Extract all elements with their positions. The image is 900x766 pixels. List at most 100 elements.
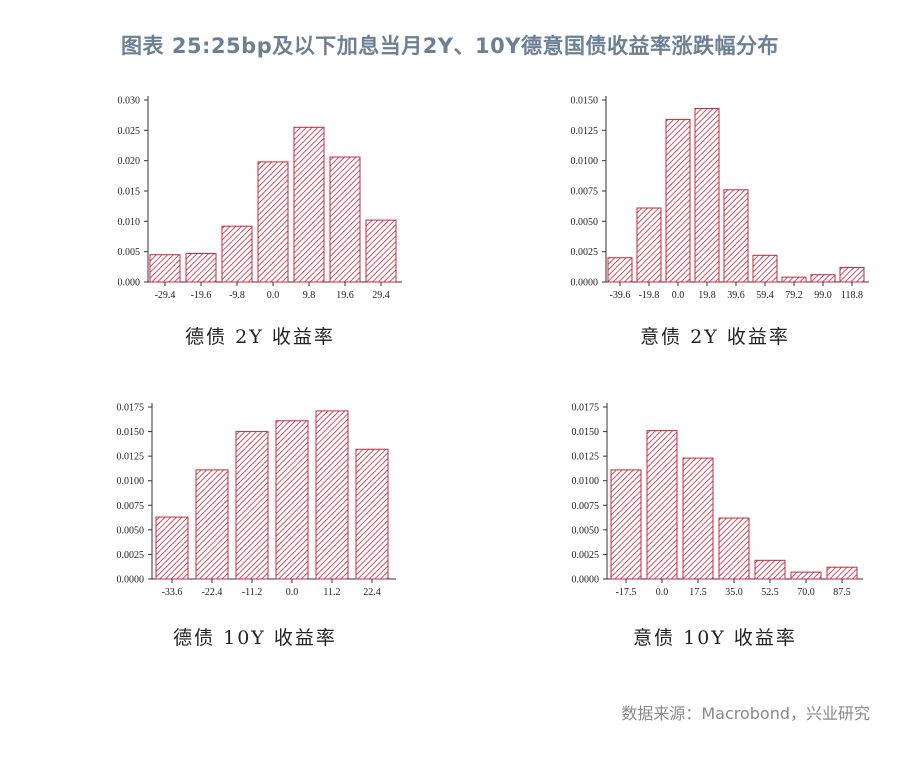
chart-panel-it-10y: 0.0000 0.0025 0.0050 0.0075 0.0100 0.0125 0.01… xyxy=(555,395,875,655)
x-tick-label: 0.0 xyxy=(267,290,280,301)
y-tick-label: 0.0075 xyxy=(571,187,599,198)
bar xyxy=(810,274,836,283)
x-tick-label: 0.0 xyxy=(672,290,685,301)
y-tick-label: 0.0100 xyxy=(572,476,600,487)
bar xyxy=(275,420,309,580)
y-tick-label: 0.0000 xyxy=(572,575,600,586)
bar xyxy=(636,207,662,283)
bar xyxy=(365,219,397,283)
bar xyxy=(235,431,269,580)
bar xyxy=(149,254,181,283)
chart-it-2y: 0.00000.00250.00500.00750.01000.01250.01… xyxy=(571,96,869,301)
y-tick-label: 0.0025 xyxy=(117,550,145,561)
bar xyxy=(781,276,807,283)
x-tick-label: -19.6 xyxy=(191,290,212,301)
chart-caption-it-2y: 意债 2Y 收益率 xyxy=(640,326,790,348)
bar xyxy=(293,126,325,283)
chart-de-2y: 0.000 0.005 0.010 0.015 0.020 0.025 0.030 -29.4… xyxy=(118,96,402,301)
y-tick-label: 0.0050 xyxy=(572,525,600,536)
x-tick-label: 0.0 xyxy=(656,587,669,598)
chart-panel-de-2y: 0.000 0.005 0.010 0.015 0.020 0.025 0.030 -29.4… xyxy=(100,90,420,355)
x-tick-label: 22.4 xyxy=(363,587,381,598)
x-tick-label: -39.6 xyxy=(610,290,631,301)
chart-caption-it-10y: 意债 10Y 收益率 xyxy=(633,627,797,649)
bar xyxy=(257,161,289,283)
chart-caption-de-2y: 德债 2Y 收益率 xyxy=(185,326,335,348)
bar xyxy=(826,566,858,580)
y-tick-label: 0.010 xyxy=(118,217,141,228)
bar xyxy=(752,254,778,283)
y-tick-label: 0.0150 xyxy=(571,96,599,107)
y-tick-label: 0.0075 xyxy=(572,501,600,512)
x-tick-label: 19.8 xyxy=(698,290,716,301)
bar xyxy=(665,118,691,283)
y-tick-label: 0.030 xyxy=(118,96,141,107)
y-tick-label: 0.005 xyxy=(118,247,141,258)
y-tick-label: 0.0025 xyxy=(571,247,599,258)
y-tick-label: 0.0125 xyxy=(571,126,599,137)
y-tick-label: 0.015 xyxy=(118,187,141,198)
x-tick-label: 17.5 xyxy=(689,587,707,598)
bar xyxy=(221,225,253,283)
y-tick-label: 0.0125 xyxy=(117,452,145,463)
x-tick-label: 9.8 xyxy=(303,290,316,301)
chart-it-10y: 0.00000.00250.00500.00750.01000.01250.01… xyxy=(572,403,863,598)
y-tick-label: 0.025 xyxy=(118,126,141,137)
x-tick-label: -29.4 xyxy=(155,290,176,301)
data-source-note: 数据来源：Macrobond，兴业研究 xyxy=(621,704,870,723)
bar xyxy=(155,516,189,580)
y-tick-label: 0.020 xyxy=(118,156,141,167)
x-tick-label: 99.0 xyxy=(814,290,832,301)
y-tick-label: 0.0150 xyxy=(572,427,600,438)
x-tick-label: -19.8 xyxy=(639,290,660,301)
y-tick-label: 0.0000 xyxy=(117,575,145,586)
y-tick-label: 0.0100 xyxy=(571,156,599,167)
y-tick-label: 0.0050 xyxy=(117,525,145,536)
chart-de-10y: 0.0000 0.0025 0.0050 0.0075 0.0100 0.0125 0.01… xyxy=(117,403,396,598)
x-tick-label: -33.6 xyxy=(162,587,183,598)
x-tick-label: -9.8 xyxy=(229,290,245,301)
y-tick-label: 0.0025 xyxy=(572,550,600,561)
x-tick-label: 29.4 xyxy=(372,290,390,301)
x-tick-label: -11.2 xyxy=(242,587,262,598)
bar xyxy=(315,410,349,580)
y-tick-label: 0.0175 xyxy=(117,403,145,414)
bar xyxy=(790,571,822,580)
x-tick-label: 52.5 xyxy=(761,587,779,598)
x-tick-label: 11.2 xyxy=(323,587,340,598)
bar xyxy=(195,469,229,580)
x-tick-label: 35.0 xyxy=(725,587,743,598)
x-tick-label: 70.0 xyxy=(797,587,815,598)
bar xyxy=(754,559,786,580)
y-tick-label: 0.0000 xyxy=(571,278,599,289)
x-tick-label: 79.2 xyxy=(785,290,803,301)
x-tick-label: 87.5 xyxy=(833,587,851,598)
bar xyxy=(646,430,678,580)
chart-panel-de-10y: 0.0000 0.0025 0.0050 0.0075 0.0100 0.0125 0.01… xyxy=(100,395,410,655)
x-tick-label: 39.6 xyxy=(727,290,745,301)
page-title: 图表 25:25bp及以下加息当月2Y、10Y德意国债收益率涨跌幅分布 xyxy=(121,34,779,58)
bar xyxy=(329,156,361,283)
y-tick-label: 0.0075 xyxy=(117,501,145,512)
x-tick-label: -22.4 xyxy=(202,587,223,598)
y-tick-label: 0.000 xyxy=(118,278,141,289)
bar xyxy=(682,457,714,580)
bar xyxy=(718,517,750,580)
bar xyxy=(355,448,389,580)
y-tick-label: 0.0050 xyxy=(571,217,599,228)
y-tick-label: 0.0175 xyxy=(572,403,600,414)
y-tick-label: 0.0150 xyxy=(117,427,145,438)
x-tick-label: 59.4 xyxy=(756,290,774,301)
bar xyxy=(607,257,633,283)
y-tick-label: 0.0100 xyxy=(117,476,145,487)
chart-caption-de-10y: 德债 10Y 收益率 xyxy=(173,627,337,649)
bar xyxy=(610,469,642,580)
y-tick-label: 0.0125 xyxy=(572,452,600,463)
x-tick-label: 19.6 xyxy=(336,290,354,301)
chart-panel-it-2y: 0.0000 0.0025 0.0050 0.0075 0.0100 0.0125 0.01… xyxy=(550,90,880,355)
x-tick-label: -17.5 xyxy=(616,587,637,598)
bar xyxy=(839,266,865,283)
x-tick-label: 118.8 xyxy=(841,290,863,301)
bar xyxy=(723,189,749,283)
bar xyxy=(185,252,217,283)
